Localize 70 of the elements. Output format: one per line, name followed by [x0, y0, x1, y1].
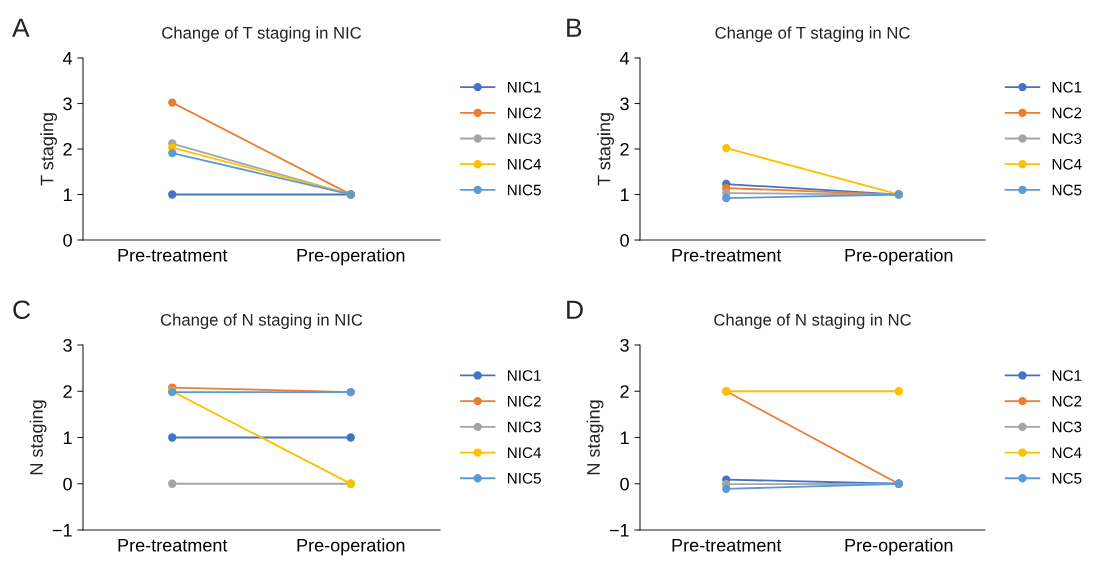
y-axis-title: T staging	[40, 113, 57, 186]
y-tick-label: 1	[63, 431, 72, 445]
point	[894, 387, 903, 396]
y-axis-title: N staging	[586, 400, 604, 475]
text: D	[567, 300, 583, 319]
legend-label: NIC4	[507, 447, 542, 459]
point	[722, 193, 731, 203]
legend-label: NIC1	[507, 81, 541, 93]
x-tick-label: Pre-operation	[297, 538, 405, 556]
legend-label: NC2	[1052, 107, 1082, 119]
point	[346, 433, 355, 442]
legend-label: NC1	[1052, 81, 1082, 93]
chart-title: Change of N staging in NC	[714, 313, 911, 330]
point	[168, 190, 177, 199]
point	[722, 484, 731, 494]
legend-label: NC5	[1052, 184, 1082, 196]
point	[168, 479, 177, 488]
y-tick-label: 0	[620, 477, 629, 491]
y-axis-title: T staging	[597, 113, 614, 186]
point	[168, 148, 177, 158]
legend-label: NIC3	[507, 421, 541, 433]
y-tick-label: 3	[63, 97, 72, 111]
y-tick-label: 0	[63, 477, 72, 491]
point	[168, 433, 177, 442]
y-tick-label: 1	[620, 431, 629, 445]
y-tick-label: 2	[63, 385, 72, 398]
legend-label: NIC4	[507, 158, 542, 170]
legend-label: NC2	[1052, 395, 1082, 407]
legend-label: NIC3	[507, 133, 541, 144]
legend-label: NIC5	[507, 472, 541, 484]
y-axis-title: N staging	[29, 400, 47, 475]
legend-label: NC3	[1052, 133, 1082, 144]
y-tick-label: 0	[620, 233, 629, 247]
legend-label: NIC5	[507, 184, 541, 196]
y-tick-label: 3	[620, 338, 629, 352]
y-tick-label: −1	[52, 524, 72, 537]
legend-label: NIC2	[507, 107, 541, 119]
legend-label: NC5	[1052, 472, 1082, 484]
legend-label: NIC2	[507, 395, 541, 407]
text: B	[567, 18, 582, 37]
x-tick-label: Pre-operation	[845, 538, 953, 556]
y-tick-label: 1	[620, 188, 629, 202]
x-tick-label: Pre-treatment	[118, 249, 228, 262]
text: A	[12, 18, 30, 37]
legend-label: NC1	[1052, 370, 1082, 381]
legend-label: NC4	[1052, 447, 1082, 459]
y-tick-label: 2	[620, 142, 629, 156]
y-tick-label: 3	[620, 97, 629, 111]
chart-title: Change of T staging in NC	[715, 26, 910, 43]
x-tick-label: Pre-operation	[845, 248, 953, 266]
chart-title: Change of N staging in NIC	[160, 313, 363, 330]
y-tick-label: 2	[620, 385, 629, 398]
x-tick-label: Pre-treatment	[118, 539, 228, 552]
y-tick-label: 1	[63, 188, 72, 202]
x-tick-label: Pre-operation	[297, 248, 405, 266]
x-tick-label: Pre-treatment	[672, 539, 782, 552]
y-tick-label: −1	[609, 524, 629, 537]
point	[168, 98, 177, 107]
y-tick-label: 3	[63, 338, 72, 352]
y-tick-label: 4	[62, 52, 73, 65]
y-tick-label: 0	[63, 233, 72, 247]
x-tick-label: Pre-treatment	[672, 249, 782, 262]
legend-label: NIC1	[507, 370, 541, 381]
y-tick-label: 4	[619, 52, 630, 65]
point	[722, 143, 731, 153]
legend-label: NC4	[1052, 158, 1082, 170]
text: C	[13, 300, 31, 320]
legend-label: NC3	[1052, 421, 1082, 433]
y-tick-label: 2	[63, 142, 72, 156]
chart-title: Change of T staging in NIC	[162, 26, 362, 43]
